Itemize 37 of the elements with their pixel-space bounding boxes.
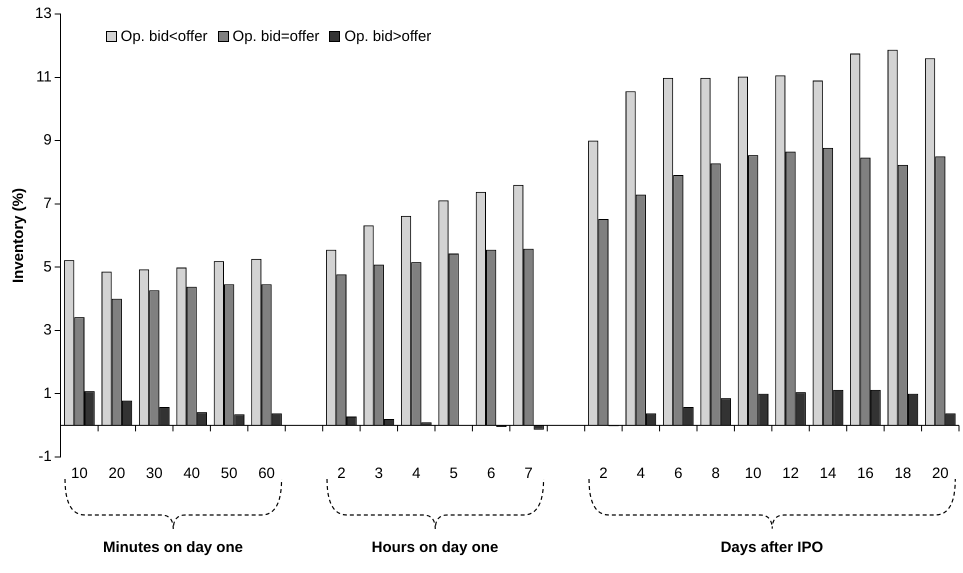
x-tick-label: 18	[894, 465, 912, 482]
legend-label: Op. bid<offer	[120, 28, 208, 45]
x-tick-label: 10	[71, 465, 88, 482]
x-tick-label: 20	[108, 465, 126, 482]
x-tick-label: 3	[374, 465, 384, 482]
y-tick-label: -1	[38, 448, 52, 466]
x-tick-label: 40	[183, 465, 200, 482]
legend-label: Op. bid>offer	[344, 28, 432, 45]
x-tick-label: 7	[524, 465, 533, 482]
x-tick-label: 50	[220, 465, 238, 482]
y-tick-label: 7	[43, 195, 52, 212]
x-tick-label: 2	[337, 465, 346, 482]
y-tick-label: 13	[34, 5, 52, 22]
text: Days after IPO	[720, 539, 824, 556]
x-tick-label: 2	[599, 465, 608, 482]
x-tick-label: 10	[744, 465, 762, 482]
legend-label: Op. bid=offer	[232, 28, 320, 45]
x-tick-label: 30	[146, 465, 163, 482]
y-tick-label: 1	[43, 384, 52, 402]
text: Minutes on day one	[102, 539, 243, 556]
y-axis-title: Inventory (%)	[10, 188, 28, 284]
text: Hours on day one	[372, 539, 498, 556]
x-tick-label: 5	[450, 465, 458, 482]
x-tick-label: 14	[820, 465, 836, 482]
x-tick-label: 6	[674, 465, 682, 482]
x-tick-label: 12	[782, 465, 799, 482]
x-tick-label: 4	[636, 465, 646, 482]
y-tick-label: 3	[43, 322, 52, 339]
x-tick-label: 20	[932, 465, 949, 482]
x-tick-label: 60	[258, 465, 275, 482]
x-tick-label: 6	[486, 465, 496, 482]
y-tick-label: 11	[36, 68, 52, 86]
x-tick-label: 16	[857, 465, 874, 482]
x-tick-label: 4	[412, 465, 420, 482]
y-tick-label: 9	[43, 132, 52, 149]
y-tick-label: 5	[43, 258, 52, 276]
x-tick-label: 8	[712, 465, 720, 482]
